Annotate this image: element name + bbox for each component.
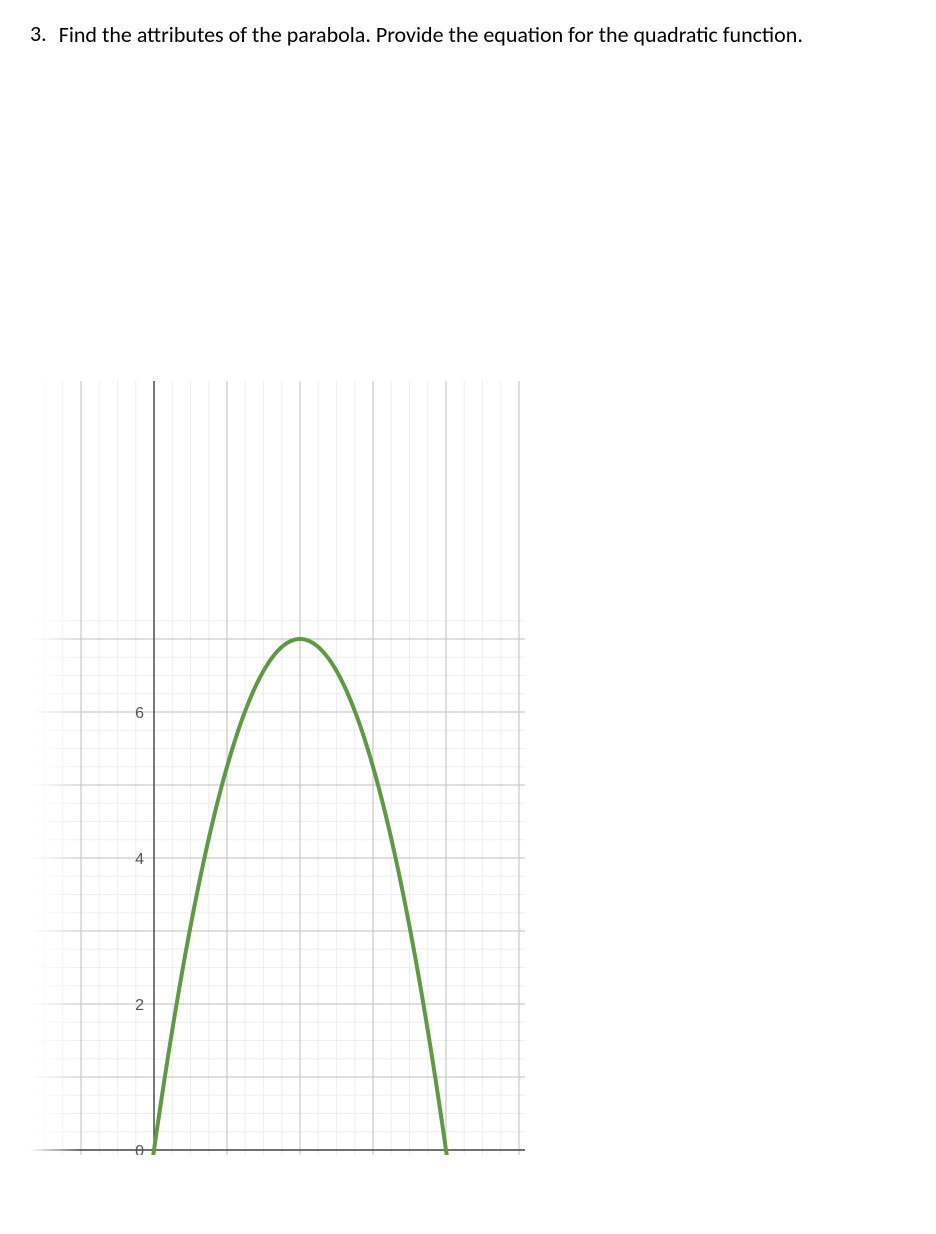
question-text: Find the attributes of the parabola. Pro… bbox=[59, 20, 906, 51]
left-fade bbox=[30, 381, 80, 1155]
question-stem: 3. Find the attributes of the parabola. … bbox=[30, 20, 906, 51]
y-tick-label: 4 bbox=[135, 851, 144, 868]
parabola-chart: 024−20246 bbox=[30, 381, 525, 1155]
y-tick-label: 2 bbox=[135, 997, 144, 1014]
y-tick-label: 6 bbox=[135, 705, 144, 722]
y-tick-label: 0 bbox=[135, 1143, 144, 1155]
chart-container: 024−20246 bbox=[30, 381, 906, 1160]
question-number: 3. bbox=[30, 20, 47, 47]
